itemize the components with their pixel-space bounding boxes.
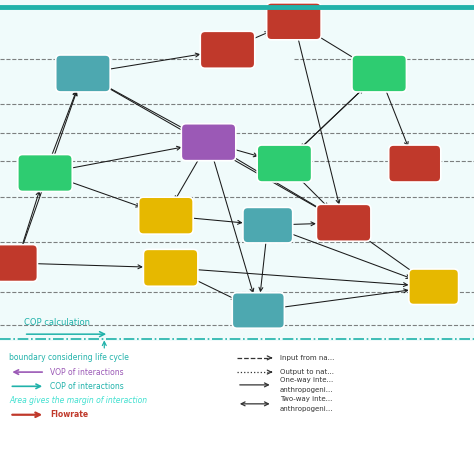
FancyBboxPatch shape — [200, 31, 255, 68]
FancyBboxPatch shape — [143, 249, 198, 286]
Text: COP of interactions: COP of interactions — [50, 382, 124, 391]
FancyBboxPatch shape — [316, 204, 371, 241]
Text: anthropogeni...: anthropogeni... — [280, 387, 333, 393]
Text: anthropogeni...: anthropogeni... — [280, 406, 333, 412]
FancyBboxPatch shape — [389, 145, 441, 182]
Text: boundary considering life cycle: boundary considering life cycle — [9, 354, 129, 362]
FancyBboxPatch shape — [352, 55, 407, 92]
FancyBboxPatch shape — [18, 155, 72, 191]
Text: VOP of interactions: VOP of interactions — [50, 368, 123, 376]
Text: Flowrate: Flowrate — [50, 410, 88, 419]
Text: Input from na...: Input from na... — [280, 355, 334, 361]
FancyBboxPatch shape — [243, 208, 292, 243]
FancyBboxPatch shape — [257, 145, 311, 182]
Bar — [0, 341, 474, 474]
FancyBboxPatch shape — [181, 124, 236, 161]
FancyBboxPatch shape — [409, 269, 459, 305]
FancyBboxPatch shape — [0, 245, 37, 282]
Text: One-way inte...: One-way inte... — [280, 377, 333, 383]
FancyBboxPatch shape — [266, 3, 321, 40]
FancyBboxPatch shape — [138, 197, 193, 234]
FancyBboxPatch shape — [56, 55, 110, 92]
FancyBboxPatch shape — [232, 293, 284, 328]
Text: Two-way inte...: Two-way inte... — [280, 396, 332, 402]
Text: COP calculation: COP calculation — [24, 318, 90, 327]
Text: Output to nat...: Output to nat... — [280, 369, 334, 375]
Text: Area gives the margin of interaction: Area gives the margin of interaction — [9, 396, 147, 405]
